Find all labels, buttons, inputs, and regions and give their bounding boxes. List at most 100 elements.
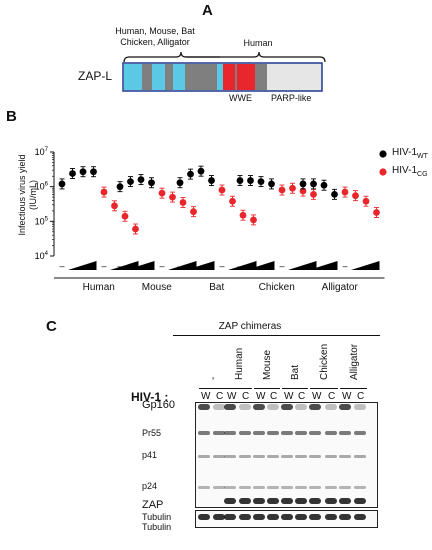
y-tick-label: 105: [35, 216, 49, 226]
data-point: [179, 199, 187, 206]
group-label-chicken: Chicken: [258, 282, 295, 293]
data-point: [121, 212, 129, 220]
data-point: [299, 180, 307, 188]
blot-band: [281, 498, 293, 504]
blot-band: [325, 404, 337, 410]
data-point: [331, 190, 338, 198]
domain-parp-label: PARP-like: [271, 93, 312, 103]
data-point: [197, 167, 205, 175]
lane-letter: W: [201, 391, 211, 402]
zap-seg-3: [152, 64, 165, 90]
blot-band: [239, 514, 251, 520]
blot-band: [213, 404, 225, 410]
dose-wedge: [351, 261, 380, 270]
dose-wedge: [246, 261, 275, 270]
bracket-left-label: Human, Mouse, Bat Chicken, Alligator: [115, 26, 195, 47]
blot-band: [253, 498, 265, 504]
lane-letter: W: [227, 391, 237, 402]
legend-label-cg: HIV-1CG: [392, 165, 428, 178]
data-point: [257, 178, 265, 186]
blot-band: [295, 514, 307, 520]
data-point: [169, 193, 176, 201]
blot-band: [267, 455, 279, 458]
data-point: [236, 177, 244, 184]
blot-band: [224, 404, 236, 410]
data-point: [111, 202, 118, 210]
data-point: [148, 179, 155, 187]
blot-band: [339, 486, 351, 489]
lane-group-underline: [254, 388, 280, 389]
data-point: [352, 192, 359, 200]
blot-band: [239, 486, 251, 489]
blot-label: Pr55: [142, 428, 162, 438]
blot-band: [339, 498, 351, 504]
blot-band: [253, 404, 265, 410]
data-point: [79, 168, 87, 176]
data-point: [278, 186, 286, 194]
blot-band: [239, 431, 251, 435]
dose-wedge: [309, 261, 338, 270]
dose-minus-label: –: [117, 261, 122, 271]
bracket-right: [186, 51, 326, 63]
blot-band: [198, 404, 210, 410]
data-point: [229, 197, 236, 205]
blot-band: [267, 404, 279, 410]
lane-letter: W: [342, 391, 352, 402]
data-point: [310, 190, 317, 198]
dose-wedge: [228, 261, 257, 270]
blot-label: Tubulin: [142, 522, 172, 532]
blot-band: [213, 455, 225, 458]
lane-group-underline: [282, 388, 308, 389]
blot-band: [281, 514, 293, 520]
panel-c-letter: C: [46, 318, 57, 335]
data-point: [247, 177, 254, 184]
data-point: [132, 225, 139, 233]
dose-minus-label: –: [59, 261, 64, 271]
dose-minus-label: –: [342, 261, 347, 271]
group-label-human: Human: [82, 282, 115, 293]
blot-band: [325, 455, 337, 458]
lane-letter: C: [328, 391, 336, 402]
blot-label: p41: [142, 450, 158, 460]
dose-minus-label: –: [279, 261, 284, 271]
y-tick-label: 104: [35, 251, 49, 261]
dose-minus-label: –: [219, 261, 224, 271]
blot-band: [354, 514, 366, 520]
data-point: [190, 208, 197, 216]
legend-marker-wt: [379, 150, 387, 158]
domain-wwe-label: WWE: [229, 93, 252, 103]
protein-label: ZAP-L: [78, 69, 113, 83]
blot-band: [267, 486, 279, 489]
lane-letter: C: [298, 391, 306, 402]
group-label-bat: Bat: [209, 282, 225, 293]
blot-band: [253, 514, 265, 520]
blot-band: [309, 455, 321, 458]
lane-group-label: Mouse: [262, 349, 273, 380]
group-label-mouse: Mouse: [141, 282, 172, 293]
data-point: [158, 189, 166, 197]
data-point: [176, 179, 184, 187]
blot-band: [354, 404, 366, 410]
blot-band: [198, 486, 210, 489]
blot-band: [281, 404, 293, 410]
data-point: [90, 168, 97, 176]
lane-group-underline: [340, 388, 367, 389]
data-point: [187, 170, 194, 178]
legend-sub-wt: WT: [417, 153, 428, 160]
data-point: [320, 181, 328, 189]
panel-a-letter: A: [202, 2, 213, 19]
data-point: [250, 216, 257, 224]
lane-group-label: Alligator: [348, 343, 360, 380]
blot-band: [224, 498, 236, 504]
dose-minus-label: –: [300, 261, 305, 271]
blot-band: [213, 486, 225, 489]
dose-wedge: [126, 261, 155, 270]
zap-seg-8: [223, 64, 235, 90]
blot-band: [339, 404, 351, 410]
legend-sub-cg: CG: [417, 171, 428, 178]
blot-band: [354, 498, 366, 504]
dose-wedge: [168, 261, 197, 270]
blot-band: [198, 455, 210, 458]
blot-band: [224, 431, 236, 435]
